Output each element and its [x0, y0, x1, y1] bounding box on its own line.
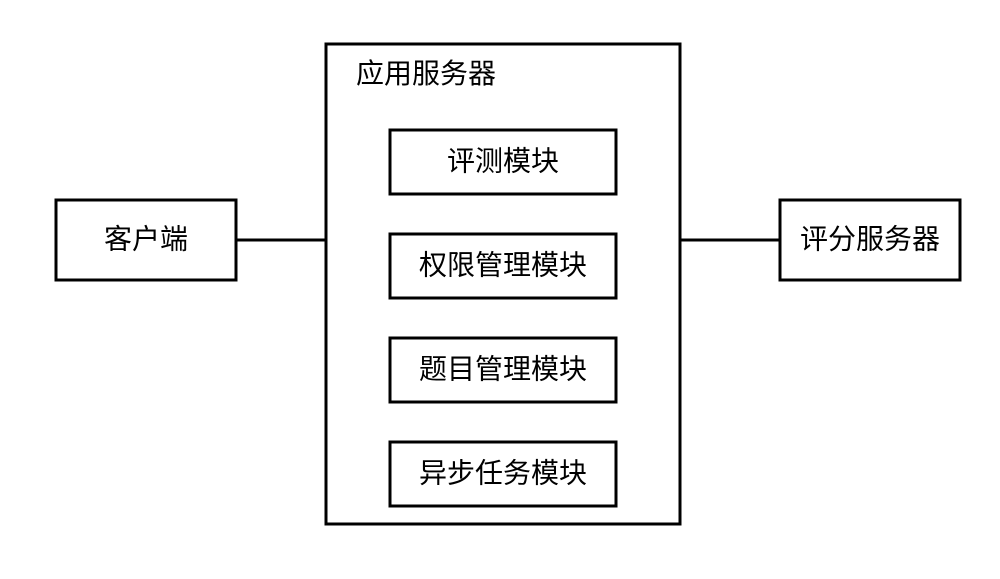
module-eval-label: 评测模块 — [447, 145, 559, 177]
module-perm-node: 权限管理模块 — [390, 234, 616, 298]
server-title: 应用服务器 — [356, 58, 496, 90]
module-async-label: 异步任务模块 — [419, 457, 587, 489]
module-ques-label: 题目管理模块 — [419, 353, 587, 385]
client-label: 客户端 — [104, 223, 188, 255]
module-perm-label: 权限管理模块 — [419, 249, 587, 281]
module-eval-node: 评测模块 — [390, 130, 616, 194]
module-ques-node: 题目管理模块 — [390, 338, 616, 402]
system-diagram: 客户端 评分服务器 应用服务器 评测模块 权限管理模块 题目管理模块 异步任务模… — [0, 0, 1000, 579]
client-node: 客户端 — [56, 200, 236, 280]
module-async-node: 异步任务模块 — [390, 442, 616, 506]
scorer-node: 评分服务器 — [780, 200, 960, 280]
scorer-label: 评分服务器 — [800, 223, 940, 255]
